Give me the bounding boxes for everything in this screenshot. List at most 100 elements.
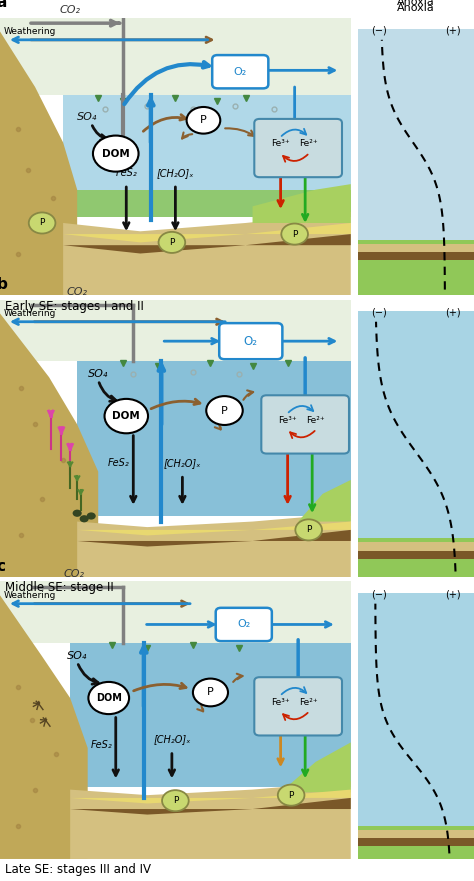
Text: Weathering: Weathering bbox=[3, 27, 56, 36]
Text: P: P bbox=[200, 115, 207, 125]
Circle shape bbox=[29, 212, 55, 233]
Text: Fe³⁺: Fe³⁺ bbox=[271, 698, 290, 707]
Text: CO₂: CO₂ bbox=[63, 568, 84, 579]
FancyBboxPatch shape bbox=[261, 396, 349, 454]
Bar bbox=[0, 581, 351, 642]
Polygon shape bbox=[281, 743, 351, 792]
Text: P: P bbox=[221, 405, 228, 416]
Circle shape bbox=[187, 107, 220, 134]
Text: [CH₂O]ₓ: [CH₂O]ₓ bbox=[153, 735, 191, 744]
Bar bbox=[358, 244, 474, 252]
Text: Anoxia: Anoxia bbox=[397, 0, 435, 6]
Text: FeS₂: FeS₂ bbox=[91, 740, 112, 750]
Polygon shape bbox=[70, 798, 351, 815]
Text: Weathering: Weathering bbox=[3, 309, 56, 318]
Text: P: P bbox=[292, 230, 297, 239]
Polygon shape bbox=[77, 360, 351, 516]
Text: Fe²⁺: Fe²⁺ bbox=[306, 416, 325, 425]
Text: (+): (+) bbox=[445, 26, 461, 36]
Bar bbox=[358, 825, 474, 859]
Circle shape bbox=[281, 224, 308, 245]
Circle shape bbox=[93, 136, 138, 172]
Polygon shape bbox=[0, 32, 77, 295]
Text: c: c bbox=[0, 559, 6, 574]
Polygon shape bbox=[77, 514, 351, 577]
Bar bbox=[0, 18, 351, 95]
FancyBboxPatch shape bbox=[212, 56, 268, 88]
Bar bbox=[358, 252, 474, 261]
Polygon shape bbox=[77, 522, 351, 536]
Text: Weathering: Weathering bbox=[3, 591, 56, 600]
Text: P: P bbox=[306, 525, 311, 535]
Circle shape bbox=[80, 515, 89, 522]
Text: P: P bbox=[207, 687, 214, 698]
Text: DOM: DOM bbox=[102, 149, 129, 159]
Text: P: P bbox=[39, 218, 45, 227]
Text: (+): (+) bbox=[445, 307, 461, 318]
Polygon shape bbox=[63, 95, 351, 189]
Text: Anoxia: Anoxia bbox=[397, 4, 435, 13]
Text: DOM: DOM bbox=[112, 411, 140, 421]
Circle shape bbox=[73, 509, 82, 517]
Bar bbox=[0, 300, 351, 360]
Circle shape bbox=[206, 396, 243, 425]
FancyBboxPatch shape bbox=[254, 677, 342, 736]
Bar bbox=[358, 830, 474, 838]
Polygon shape bbox=[70, 781, 351, 859]
Text: FeS₂: FeS₂ bbox=[108, 458, 130, 468]
Bar bbox=[358, 538, 474, 577]
Text: SO₄: SO₄ bbox=[67, 651, 87, 661]
Circle shape bbox=[278, 785, 304, 806]
Circle shape bbox=[88, 682, 129, 714]
Text: SO₄: SO₄ bbox=[88, 369, 108, 379]
Text: Early SE: stages I and II: Early SE: stages I and II bbox=[5, 300, 144, 313]
Bar bbox=[358, 593, 474, 832]
Bar bbox=[358, 543, 474, 551]
Text: O₂: O₂ bbox=[234, 67, 247, 77]
Polygon shape bbox=[70, 789, 351, 803]
Circle shape bbox=[105, 399, 148, 433]
Text: FeS₂: FeS₂ bbox=[115, 167, 137, 178]
Circle shape bbox=[87, 513, 96, 520]
Bar bbox=[358, 311, 474, 544]
FancyBboxPatch shape bbox=[254, 119, 342, 177]
Text: P: P bbox=[173, 796, 178, 805]
FancyBboxPatch shape bbox=[216, 608, 272, 641]
Text: (−): (−) bbox=[371, 589, 387, 600]
Text: CO₂: CO₂ bbox=[60, 4, 81, 15]
Text: Fe²⁺: Fe²⁺ bbox=[300, 698, 318, 707]
Polygon shape bbox=[298, 480, 351, 522]
FancyBboxPatch shape bbox=[219, 323, 283, 359]
Text: O₂: O₂ bbox=[244, 335, 258, 348]
Text: (−): (−) bbox=[371, 26, 387, 36]
Polygon shape bbox=[253, 184, 351, 223]
Text: Fe³⁺: Fe³⁺ bbox=[271, 139, 290, 148]
Text: b: b bbox=[0, 278, 8, 292]
Circle shape bbox=[193, 678, 228, 707]
Circle shape bbox=[158, 232, 185, 253]
Text: Late SE: stages III and IV: Late SE: stages III and IV bbox=[5, 863, 151, 877]
Polygon shape bbox=[63, 212, 351, 295]
Text: O₂: O₂ bbox=[237, 619, 250, 630]
Text: (+): (+) bbox=[445, 589, 461, 600]
Polygon shape bbox=[77, 529, 351, 546]
Text: [CH₂O]ₓ: [CH₂O]ₓ bbox=[164, 458, 201, 468]
Circle shape bbox=[295, 519, 322, 540]
Text: Middle SE: stage II: Middle SE: stage II bbox=[5, 581, 113, 595]
Text: Fe³⁺: Fe³⁺ bbox=[278, 416, 297, 425]
Text: a: a bbox=[0, 0, 7, 11]
Polygon shape bbox=[70, 642, 351, 787]
Text: DOM: DOM bbox=[96, 693, 122, 703]
Text: SO₄: SO₄ bbox=[77, 112, 98, 122]
Text: P: P bbox=[289, 790, 294, 800]
Polygon shape bbox=[63, 223, 351, 242]
Circle shape bbox=[162, 790, 189, 811]
Bar bbox=[358, 240, 474, 295]
Text: [CH₂O]ₓ: [CH₂O]ₓ bbox=[156, 167, 194, 178]
Polygon shape bbox=[63, 234, 351, 254]
Polygon shape bbox=[63, 189, 351, 218]
Text: Fe²⁺: Fe²⁺ bbox=[300, 139, 318, 148]
Text: P: P bbox=[169, 238, 174, 247]
Text: (−): (−) bbox=[371, 307, 387, 318]
Bar bbox=[358, 29, 474, 245]
